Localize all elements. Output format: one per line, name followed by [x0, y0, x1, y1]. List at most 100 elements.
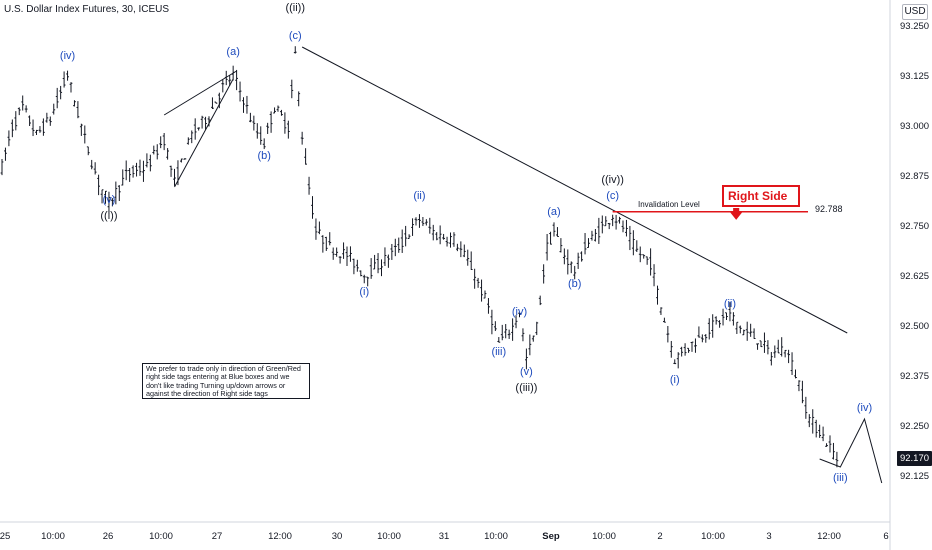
ohlc-bar: [200, 115, 204, 129]
ohlc-bar: [614, 214, 618, 230]
ohlc-bar: [787, 349, 790, 364]
ohlc-bar: [193, 118, 197, 140]
ohlc-bar: [483, 290, 487, 299]
ohlc-bar: [828, 435, 832, 453]
ohlc-bar: [345, 246, 349, 266]
ohlc-bar: [24, 105, 28, 113]
ohlc-bar: [190, 130, 194, 144]
ohlc-bar: [338, 256, 342, 264]
ohlc-bar: [821, 426, 825, 442]
ohlc-bar: [566, 249, 570, 275]
ohlc-bar: [76, 101, 80, 119]
ohlc-bar: [680, 346, 684, 357]
ohlc-bar: [666, 325, 670, 343]
ohlc-bar: [759, 340, 763, 348]
wave-label: (v): [103, 194, 116, 206]
ohlc-bar: [493, 321, 497, 332]
ohlc-bars: [0, 46, 839, 468]
ohlc-bar: [721, 308, 725, 326]
ohlc-bar: [473, 268, 477, 289]
ohlc-bar: [255, 123, 259, 139]
ohlc-bar: [738, 325, 742, 334]
ohlc-bar: [311, 196, 314, 219]
ohlc-bar: [687, 347, 690, 353]
ohlc-bar: [807, 414, 811, 428]
ohlc-bar: [794, 369, 797, 379]
ohlc-bar: [621, 220, 625, 233]
ohlc-bar: [549, 231, 552, 245]
ohlc-bar: [166, 148, 169, 160]
ohlc-bar: [797, 380, 801, 392]
ohlc-bar: [590, 230, 594, 241]
ohlc-bar: [369, 258, 373, 279]
ohlc-bar: [673, 359, 677, 365]
ohlc-bar: [349, 246, 352, 262]
ohlc-bar: [411, 218, 414, 236]
ohlc-bar: [652, 264, 656, 287]
ohlc-bar: [697, 326, 701, 338]
ohlc-bar: [300, 131, 304, 145]
ohlc-bar: [562, 248, 566, 265]
wave-label: (i): [359, 286, 369, 298]
ohlc-bar: [10, 119, 14, 138]
currency-badge[interactable]: USD: [902, 4, 928, 20]
wave-label: (ii): [724, 298, 736, 310]
invalidation-level-value: 92.788: [815, 204, 843, 214]
ohlc-bar: [835, 451, 839, 468]
ohlc-bar: [173, 168, 176, 186]
ohlc-bar: [152, 145, 156, 155]
ohlc-bar: [93, 162, 97, 175]
ohlc-bar: [728, 302, 732, 322]
ohlc-bar: [169, 165, 173, 177]
ohlc-bar: [542, 264, 546, 284]
ohlc-bar: [38, 126, 42, 133]
ohlc-bar: [17, 107, 21, 116]
ohlc-bar: [573, 265, 577, 280]
ohlc-bar: [749, 323, 753, 337]
ohlc-bar: [445, 236, 449, 247]
ohlc-bar: [242, 97, 245, 113]
ohlc-bar: [414, 217, 418, 226]
ohlc-bar: [625, 219, 628, 237]
ohlc-bar: [376, 253, 380, 274]
ohlc-bar: [228, 75, 232, 86]
time-tick-label: 10:00: [592, 531, 616, 542]
ohlc-bar: [711, 314, 715, 338]
ohlc-bar: [387, 254, 390, 268]
ohlc-bar: [725, 312, 728, 320]
ohlc-bar: [756, 343, 759, 350]
ohlc-bar: [663, 317, 666, 323]
wave-label: (iv): [512, 306, 527, 318]
time-tick-label: Sep: [542, 531, 560, 542]
ohlc-bar: [217, 92, 221, 109]
ohlc-bar: [31, 119, 35, 137]
time-tick-label: 6: [883, 531, 889, 542]
ohlc-bar: [538, 295, 542, 306]
ohlc-bar: [207, 116, 211, 127]
ohlc-bar: [114, 181, 118, 205]
ohlc-bar: [128, 168, 132, 182]
time-tick-label: 10:00: [41, 531, 65, 542]
ohlc-bar: [86, 146, 90, 156]
ohlc-bar: [487, 298, 490, 314]
ohlc-bar: [135, 162, 138, 177]
ohlc-bar: [776, 339, 780, 354]
wave-label: ((iii)): [515, 382, 537, 394]
ohlc-bar: [418, 214, 421, 228]
ohlc-bar: [273, 107, 276, 114]
ohlc-bar: [73, 100, 76, 107]
ohlc-bar: [583, 232, 587, 255]
ohlc-bar: [456, 243, 459, 252]
ohlc-bar: [500, 324, 504, 341]
ohlc-bar: [124, 160, 128, 181]
ohlc-bar: [431, 224, 435, 241]
ohlc-bar: [290, 79, 294, 99]
ohlc-bar: [0, 159, 4, 176]
price-tick-label: 92.375: [900, 371, 930, 382]
time-tick-label: 10:00: [484, 531, 508, 542]
time-tick-label: 10:00: [701, 531, 725, 542]
right-side-tag-label: Right Side: [728, 189, 788, 203]
ohlc-bar: [307, 176, 311, 195]
ohlc-bar: [742, 329, 746, 336]
